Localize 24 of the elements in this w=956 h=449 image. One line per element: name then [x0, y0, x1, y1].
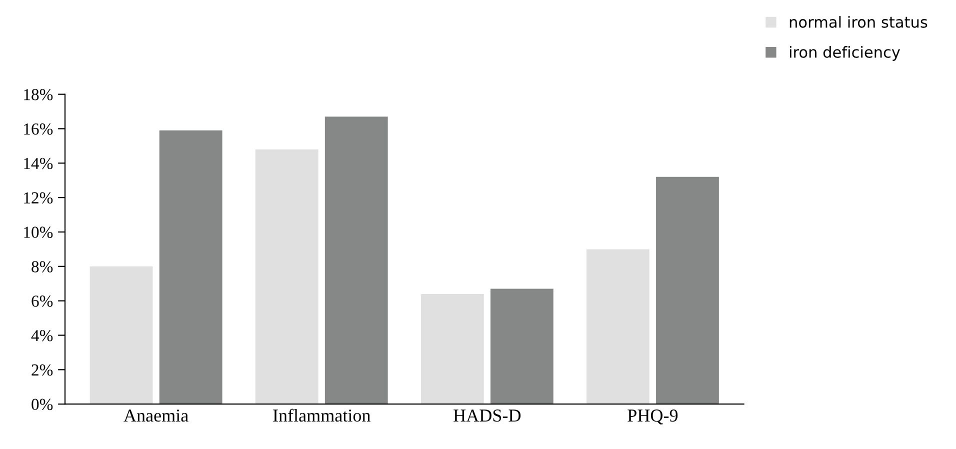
bar [324, 116, 388, 404]
legend-label: iron deficiency [790, 46, 900, 61]
x-tick-label: HADS-D [454, 410, 521, 422]
bar [90, 266, 153, 404]
y-tick-label: 18% [24, 88, 53, 100]
y-tick-label: 10% [24, 226, 53, 238]
y-tick-label: 16% [24, 123, 53, 135]
bar [159, 130, 222, 404]
x-tick-label: Anaemia [124, 410, 188, 422]
y-tick-label: 14% [24, 158, 53, 170]
x-tick-label: Inflammation [273, 408, 370, 422]
legend-label: normal iron status [790, 16, 928, 28]
y-tick-label: 2% [32, 364, 53, 376]
bar [656, 176, 719, 404]
bar [420, 294, 484, 404]
bar [255, 149, 318, 404]
y-tick-label: 4% [31, 330, 53, 342]
y-tick-label: 8% [32, 261, 53, 272]
bar [490, 288, 554, 404]
y-tick-label: 6% [32, 296, 53, 307]
y-tick-label: 0% [32, 398, 53, 410]
y-tick-label: 12% [24, 192, 53, 204]
bar [586, 249, 650, 404]
x-tick-label: PHQ-9 [628, 410, 678, 424]
